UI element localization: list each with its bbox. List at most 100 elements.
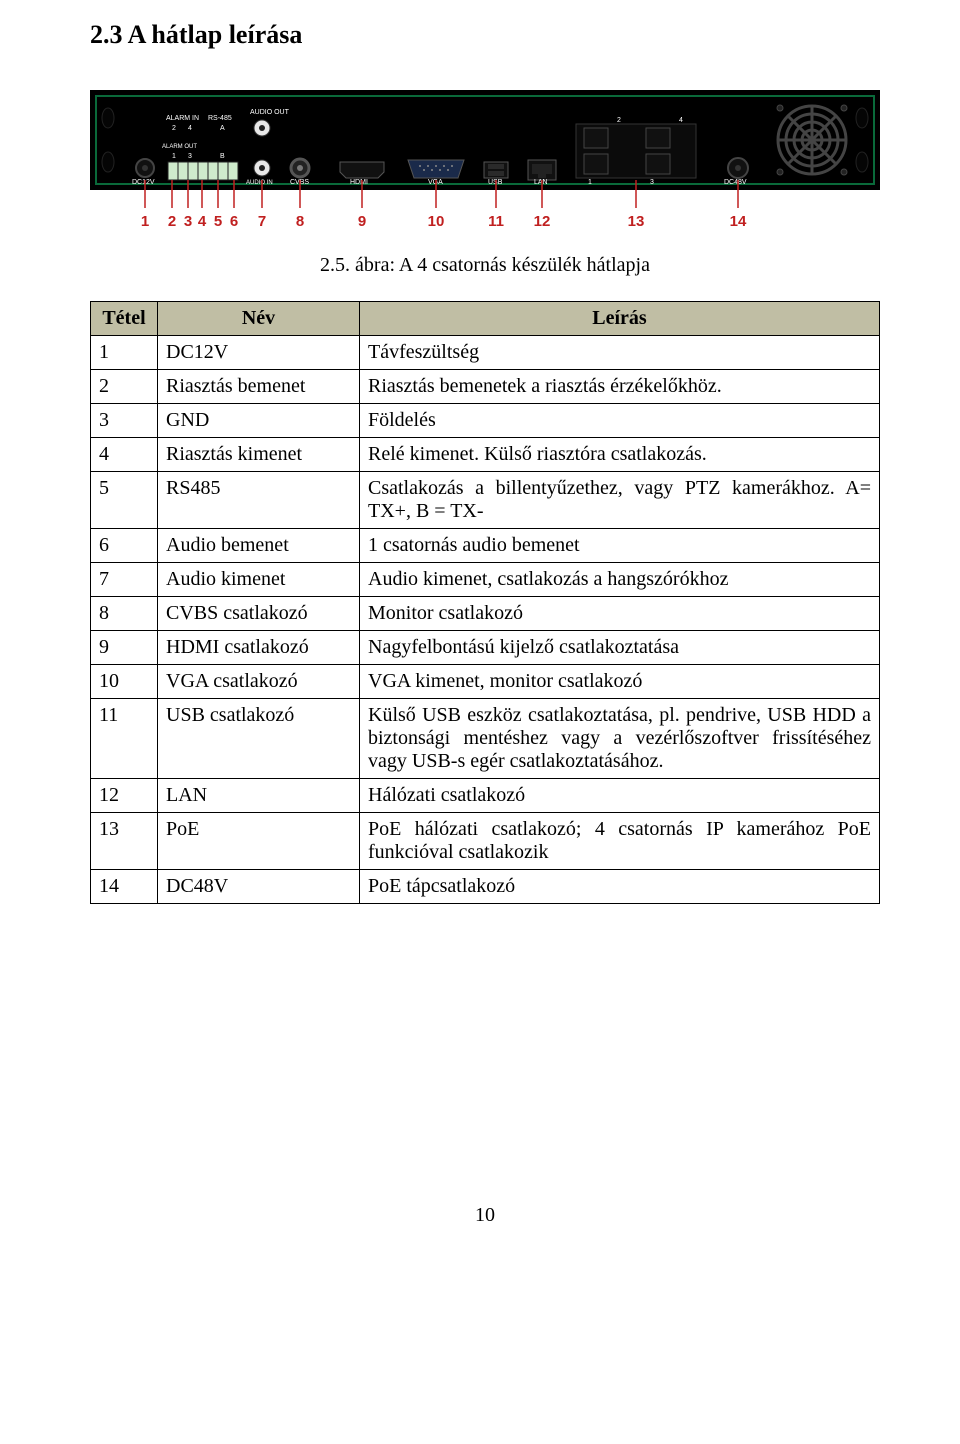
table-row: 8CVBS csatlakozóMonitor csatlakozó <box>91 597 880 631</box>
document-page: 2.3 A hátlap leírása ALARM IN RS-485 AUD… <box>0 0 960 1267</box>
callout-4: 4 <box>198 213 207 230</box>
callout-6: 6 <box>230 213 238 230</box>
callout-10: 10 <box>428 213 445 230</box>
th-leiras: Leírás <box>360 302 880 336</box>
rear-panel-figure: ALARM IN RS-485 AUDIO OUT 2 4 A ALARM OU… <box>90 90 880 240</box>
table-row: 11USB csatlakozóKülső USB eszköz csatlak… <box>91 699 880 779</box>
cell-name: RS485 <box>158 472 360 529</box>
cell-desc: Nagyfelbontású kijelző csatlakoztatása <box>360 631 880 665</box>
label-dc48v: DC48V <box>724 179 747 186</box>
cell-num: 2 <box>91 370 158 404</box>
label-poe-4: 4 <box>679 117 683 124</box>
label-alarm-a: A <box>220 125 225 132</box>
table-row: 2Riasztás bemenetRiasztás bemenetek a ri… <box>91 370 880 404</box>
label-alarm-1: 1 <box>172 153 176 160</box>
table-row: 14DC48VPoE tápcsatlakozó <box>91 870 880 904</box>
cell-num: 4 <box>91 438 158 472</box>
label-alarm-4: 4 <box>188 125 192 132</box>
table-row: 1DC12VTávfeszültség <box>91 336 880 370</box>
th-tetel: Tétel <box>91 302 158 336</box>
callout-9: 9 <box>358 213 366 230</box>
cell-name: Audio bemenet <box>158 529 360 563</box>
cell-desc: Távfeszültség <box>360 336 880 370</box>
label-poe-3: 3 <box>650 179 654 186</box>
cell-desc: VGA kimenet, monitor csatlakozó <box>360 665 880 699</box>
cell-name: PoE <box>158 813 360 870</box>
cell-desc: 1 csatornás audio bemenet <box>360 529 880 563</box>
cell-desc: Monitor csatlakozó <box>360 597 880 631</box>
table-row: 13PoEPoE hálózati csatlakozó; 4 csatorná… <box>91 813 880 870</box>
cell-name: Riasztás kimenet <box>158 438 360 472</box>
table-row: 4Riasztás kimenetRelé kimenet. Külső ria… <box>91 438 880 472</box>
cell-num: 1 <box>91 336 158 370</box>
cell-name: HDMI csatlakozó <box>158 631 360 665</box>
cell-desc: Relé kimenet. Külső riasztóra csatlakozá… <box>360 438 880 472</box>
callout-12: 12 <box>534 213 551 230</box>
cell-desc: Riasztás bemenetek a riasztás érzékelőkh… <box>360 370 880 404</box>
cell-name: Audio kimenet <box>158 563 360 597</box>
cell-desc: Földelés <box>360 404 880 438</box>
label-hdmi: HDMI <box>350 179 368 186</box>
cell-num: 13 <box>91 813 158 870</box>
cell-name: USB csatlakozó <box>158 699 360 779</box>
label-alarm-in: ALARM IN <box>166 115 199 122</box>
th-nev: Név <box>158 302 360 336</box>
label-alarm-b: B <box>220 153 225 160</box>
label-audio-in: AUDIO IN <box>246 180 273 186</box>
cell-num: 8 <box>91 597 158 631</box>
cell-num: 3 <box>91 404 158 438</box>
callout-numbers: 1 2 3 4 5 6 7 8 9 10 11 12 13 14 <box>141 213 747 230</box>
cell-desc: Külső USB eszköz csatlakoztatása, pl. pe… <box>360 699 880 779</box>
figure-caption: 2.5. ábra: A 4 csatornás készülék hátlap… <box>90 254 880 277</box>
section-title: 2.3 A hátlap leírása <box>90 20 880 50</box>
callout-7: 7 <box>258 213 266 230</box>
cell-desc: PoE tápcsatlakozó <box>360 870 880 904</box>
label-dc12v: DC12V <box>132 179 155 186</box>
cell-num: 6 <box>91 529 158 563</box>
page-number: 10 <box>90 1204 880 1227</box>
table-row: 5RS485Csatlakozás a billentyűzethez, vag… <box>91 472 880 529</box>
cell-desc: Hálózati csatlakozó <box>360 779 880 813</box>
label-audio-out: AUDIO OUT <box>250 109 290 116</box>
cell-num: 7 <box>91 563 158 597</box>
cell-num: 9 <box>91 631 158 665</box>
callout-8: 8 <box>296 213 304 230</box>
table-row: 6Audio bemenet1 csatornás audio bemenet <box>91 529 880 563</box>
label-alarm-3: 3 <box>188 153 192 160</box>
cell-name: DC48V <box>158 870 360 904</box>
callout-14: 14 <box>730 213 747 230</box>
callout-3: 3 <box>184 213 192 230</box>
table-row: 10VGA csatlakozóVGA kimenet, monitor csa… <box>91 665 880 699</box>
cell-num: 5 <box>91 472 158 529</box>
cell-desc: PoE hálózati csatlakozó; 4 csatornás IP … <box>360 813 880 870</box>
label-poe-2: 2 <box>617 117 621 124</box>
callout-1: 1 <box>141 213 149 230</box>
table-header-row: Tétel Név Leírás <box>91 302 880 336</box>
table-row: 7Audio kimenetAudio kimenet, csatlakozás… <box>91 563 880 597</box>
label-rs485: RS-485 <box>208 115 232 122</box>
rear-panel-svg: ALARM IN RS-485 AUDIO OUT 2 4 A ALARM OU… <box>90 90 880 240</box>
table-row: 3GNDFöldelés <box>91 404 880 438</box>
cell-name: Riasztás bemenet <box>158 370 360 404</box>
cell-name: DC12V <box>158 336 360 370</box>
cell-name: VGA csatlakozó <box>158 665 360 699</box>
label-alarm-2: 2 <box>172 125 176 132</box>
cell-num: 11 <box>91 699 158 779</box>
table-row: 9HDMI csatlakozóNagyfelbontású kijelző c… <box>91 631 880 665</box>
callout-2: 2 <box>168 213 176 230</box>
callout-5: 5 <box>214 213 222 230</box>
table-row: 12LANHálózati csatlakozó <box>91 779 880 813</box>
cell-num: 10 <box>91 665 158 699</box>
cell-num: 14 <box>91 870 158 904</box>
cell-num: 12 <box>91 779 158 813</box>
cell-desc: Audio kimenet, csatlakozás a hangszórókh… <box>360 563 880 597</box>
label-poe-1: 1 <box>588 179 592 186</box>
cell-name: CVBS csatlakozó <box>158 597 360 631</box>
label-alarm-out: ALARM OUT <box>162 144 197 150</box>
cell-name: GND <box>158 404 360 438</box>
cell-name: LAN <box>158 779 360 813</box>
callout-11: 11 <box>488 213 504 230</box>
cell-desc: Csatlakozás a billentyűzethez, vagy PTZ … <box>360 472 880 529</box>
label-lan: LAN <box>534 179 548 186</box>
spec-table: Tétel Név Leírás 1DC12VTávfeszültség 2Ri… <box>90 301 880 904</box>
